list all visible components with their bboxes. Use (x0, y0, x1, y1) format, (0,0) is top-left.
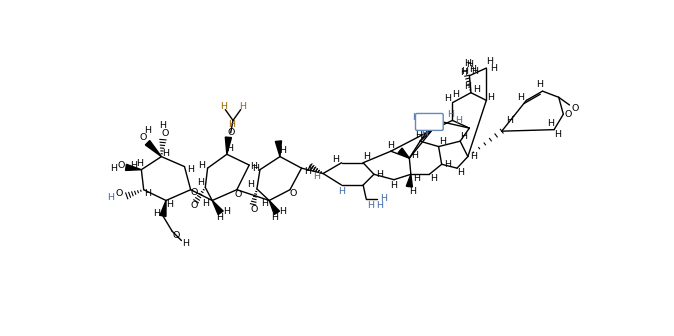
Text: O: O (173, 230, 180, 240)
Text: H: H (439, 137, 446, 146)
Text: H: H (415, 130, 422, 139)
Text: H: H (455, 116, 462, 125)
Text: H: H (223, 207, 231, 216)
Polygon shape (269, 201, 280, 214)
Text: H: H (448, 110, 454, 119)
Text: H: H (187, 165, 194, 174)
Text: H: H (247, 180, 254, 189)
Polygon shape (398, 148, 409, 158)
Text: H: H (261, 199, 268, 208)
Text: H: H (304, 167, 311, 176)
Polygon shape (406, 174, 412, 187)
Text: O: O (162, 129, 169, 138)
Text: O: O (235, 190, 242, 199)
Text: H: H (491, 64, 497, 73)
Text: H: H (486, 57, 493, 67)
Text: H: H (474, 85, 481, 94)
Text: H: H (430, 174, 437, 183)
Polygon shape (160, 201, 166, 216)
Text: H: H (226, 143, 233, 153)
Polygon shape (276, 141, 282, 157)
Text: O: O (191, 187, 198, 197)
Text: H: H (144, 189, 151, 198)
Text: H: H (460, 132, 468, 141)
Text: H: H (197, 178, 204, 187)
Text: H: H (506, 116, 513, 125)
Text: H: H (252, 164, 259, 173)
Text: H: H (469, 65, 476, 74)
Text: H: H (183, 239, 189, 248)
Text: H: H (162, 149, 170, 158)
Text: O: O (250, 205, 257, 214)
Text: H: H (388, 140, 394, 150)
Text: H: H (107, 193, 114, 202)
Text: H: H (412, 113, 419, 122)
Text: H: H (553, 130, 561, 139)
Text: H: H (166, 200, 173, 209)
Text: O: O (191, 201, 198, 210)
Text: H: H (338, 187, 345, 196)
FancyBboxPatch shape (415, 114, 443, 130)
Text: H: H (444, 160, 452, 169)
Text: H: H (517, 93, 524, 102)
Text: H: H (220, 102, 227, 111)
Text: H: H (412, 174, 420, 183)
Polygon shape (212, 201, 223, 215)
Text: H: H (367, 201, 374, 210)
Polygon shape (225, 137, 231, 154)
Polygon shape (125, 164, 142, 170)
Text: H: H (239, 102, 246, 111)
Polygon shape (146, 140, 161, 157)
Text: H: H (470, 152, 477, 161)
Text: H: H (444, 93, 452, 102)
Text: O: O (289, 189, 297, 198)
Text: H: H (271, 213, 278, 222)
Text: H: H (458, 168, 464, 177)
Text: H: H (136, 159, 144, 168)
Text: H: H (313, 172, 320, 181)
Text: H: H (280, 207, 286, 216)
Text: H: H (461, 67, 468, 76)
Text: O: O (227, 128, 235, 137)
Text: H: H (228, 120, 235, 129)
Text: H: H (203, 199, 210, 208)
Text: H: H (464, 59, 471, 68)
Text: H: H (110, 164, 117, 173)
Text: H: H (377, 201, 384, 210)
Text: H: H (536, 81, 543, 89)
Text: H: H (198, 161, 205, 170)
Text: H: H (466, 60, 473, 70)
Text: H: H (417, 124, 424, 133)
Text: O: O (118, 161, 125, 170)
Text: H: H (250, 162, 257, 171)
Text: H: H (279, 146, 286, 155)
Text: H: H (471, 67, 479, 76)
Text: H: H (130, 161, 137, 170)
Text: O: O (572, 103, 580, 113)
Text: H: H (377, 170, 384, 179)
Text: H: H (216, 213, 222, 222)
Text: H: H (460, 68, 466, 77)
Text: H: H (409, 187, 416, 196)
Text: Aεε: Aεε (421, 118, 437, 126)
Text: H: H (464, 82, 471, 91)
Text: H: H (452, 90, 459, 99)
Text: H: H (144, 126, 151, 135)
Text: H: H (411, 151, 419, 160)
Text: H: H (379, 195, 387, 203)
Text: O: O (115, 189, 123, 198)
Text: H: H (390, 181, 398, 191)
Text: H: H (332, 155, 339, 164)
Text: H: H (153, 209, 160, 218)
Text: H: H (363, 152, 371, 161)
Text: O: O (140, 133, 147, 142)
Text: H: H (547, 119, 555, 128)
Text: H: H (423, 123, 430, 132)
Text: O: O (564, 110, 572, 119)
Text: H: H (421, 129, 428, 138)
Text: H: H (487, 93, 495, 102)
Text: H: H (160, 121, 166, 130)
